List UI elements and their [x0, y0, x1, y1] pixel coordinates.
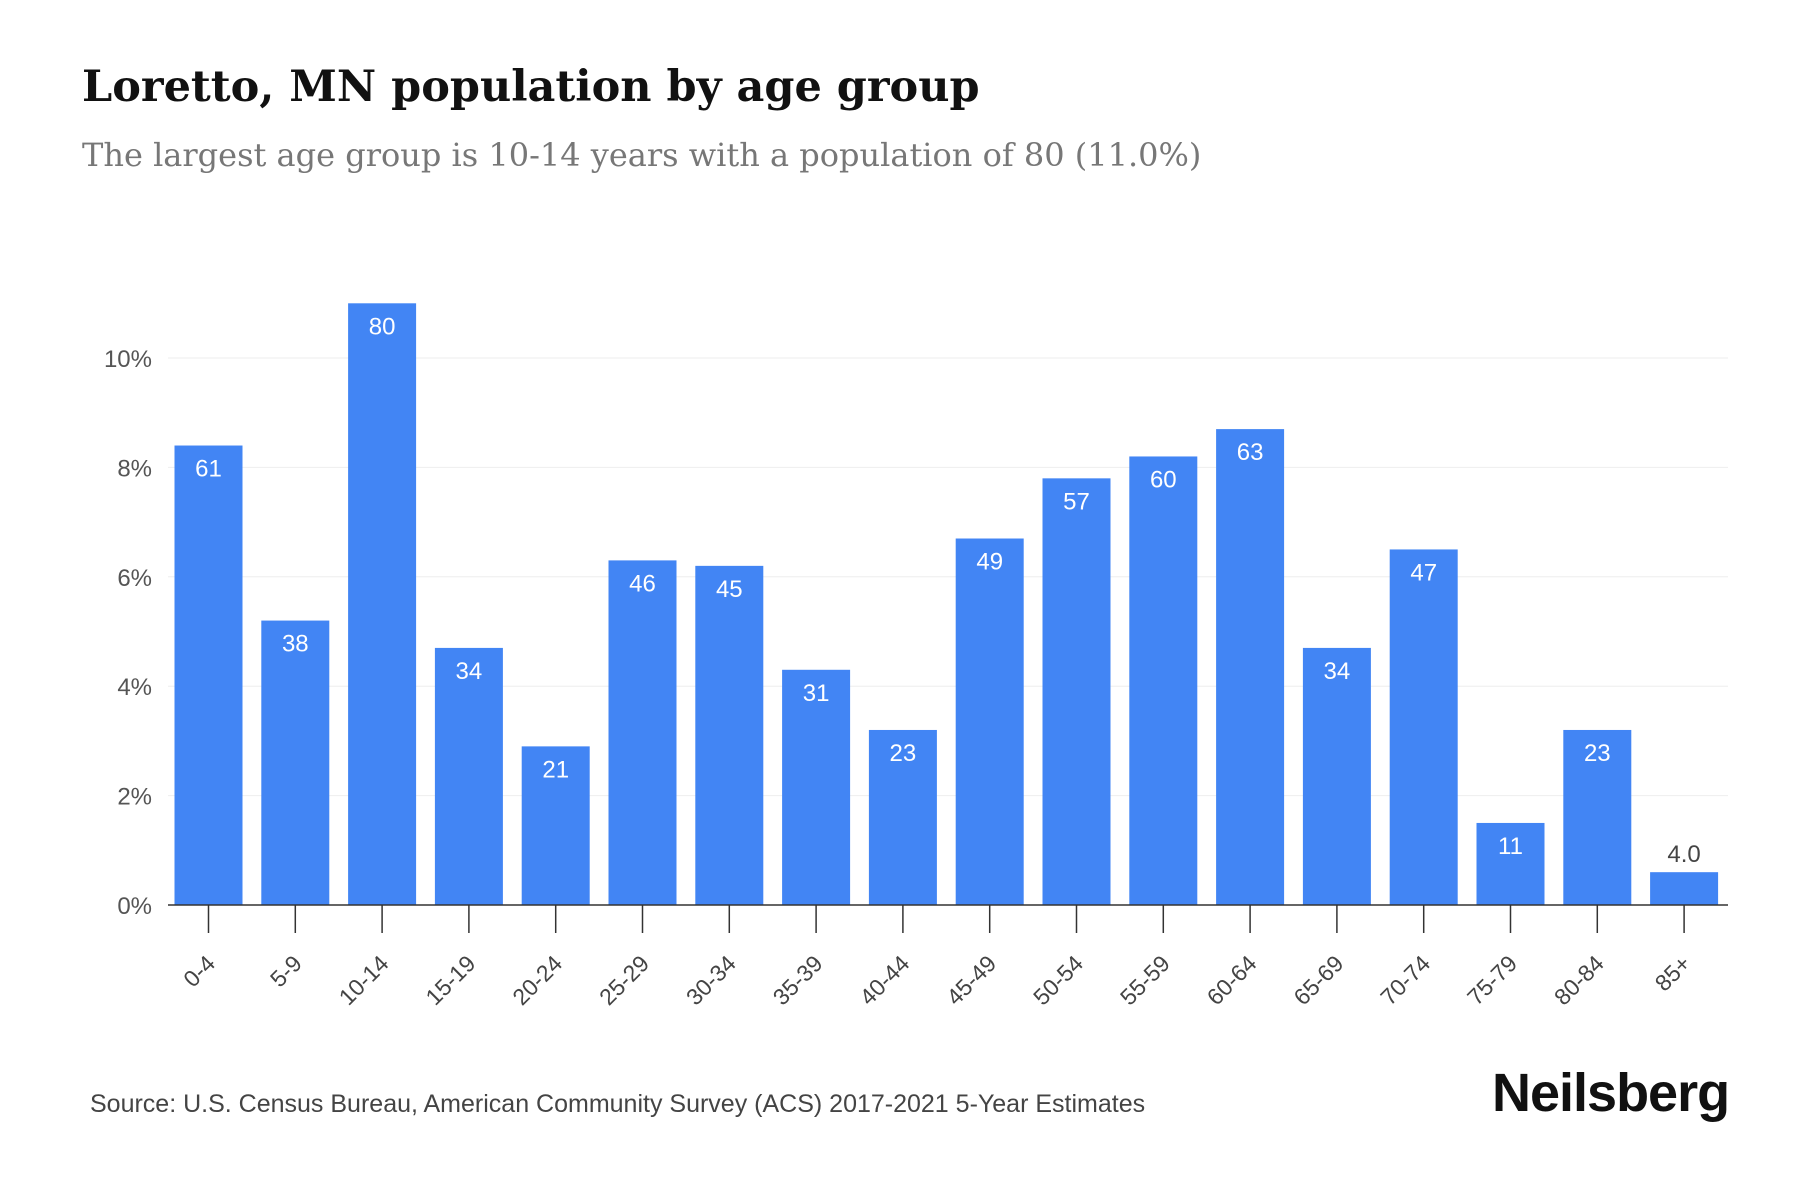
bar-value-label: 45 [716, 576, 743, 603]
bar-value-label: 34 [1324, 658, 1351, 685]
x-tick-label: 60-64 [1202, 950, 1262, 1010]
bar-value-label: 60 [1150, 466, 1177, 493]
x-tick-label: 55-59 [1115, 950, 1175, 1010]
x-tick-label: 45-49 [941, 950, 1001, 1010]
x-tick-label: 35-39 [768, 950, 828, 1010]
bars [174, 303, 1719, 905]
bar-value-label: 80 [369, 313, 396, 340]
x-tick-label: 20-24 [507, 950, 567, 1010]
bar-85+[interactable] [1650, 872, 1719, 905]
x-tick-label: 40-44 [854, 950, 914, 1010]
bar-50-54[interactable] [1042, 478, 1111, 905]
bar-80-84[interactable] [1563, 729, 1632, 905]
bar-0-4[interactable] [174, 445, 243, 905]
bar-65-69[interactable] [1302, 647, 1371, 905]
y-tick-label: 8% [117, 455, 152, 482]
x-tick-label: 30-34 [681, 950, 741, 1010]
y-tick-label: 0% [117, 893, 152, 920]
chart-title: Loretto, MN population by age group [82, 62, 980, 112]
bar-value-label: 63 [1237, 439, 1264, 466]
x-axis [168, 904, 1728, 933]
bar-60-64[interactable] [1216, 429, 1285, 905]
x-tick-label: 10-14 [334, 950, 394, 1010]
x-tick-label: 25-29 [594, 950, 654, 1010]
bar-value-label: 23 [1584, 740, 1611, 767]
bar-40-44[interactable] [868, 729, 937, 905]
gridlines [168, 357, 1728, 797]
source-note: Source: U.S. Census Bureau, American Com… [90, 1090, 1146, 1118]
bar-value-label: 11 [1498, 833, 1523, 860]
bar-15-19[interactable] [434, 647, 503, 905]
bar-55-59[interactable] [1129, 456, 1198, 905]
bar-value-label: 61 [195, 456, 222, 483]
bar-5-9[interactable] [261, 620, 330, 905]
y-tick-label: 2% [117, 784, 152, 811]
bar-value-label: 46 [629, 570, 656, 597]
y-tick-label: 4% [117, 674, 152, 701]
bar-value-label: 38 [282, 631, 309, 658]
bar-value-label: 57 [1063, 488, 1090, 515]
bar-25-29[interactable] [608, 560, 677, 905]
y-tick-label: 10% [104, 346, 152, 373]
x-tick-label: 50-54 [1028, 950, 1088, 1010]
bar-75-79[interactable] [1476, 822, 1545, 905]
bar-30-34[interactable] [695, 565, 764, 905]
bar-value-label: 31 [803, 680, 830, 707]
bar-value-label: 47 [1410, 559, 1437, 586]
bar-value-label: 34 [456, 658, 483, 685]
x-tick-label: 70-74 [1375, 950, 1435, 1010]
bar-value-label: 23 [890, 740, 917, 767]
bar-35-39[interactable] [782, 669, 851, 905]
bar-45-49[interactable] [955, 538, 1024, 905]
bar-value-label: 49 [976, 549, 1003, 576]
bar-value-label: 4.0 [1667, 841, 1700, 868]
x-tick-label: 80-84 [1549, 950, 1609, 1010]
x-tick-label: 15-19 [420, 950, 480, 1010]
bar-value-label: 21 [542, 756, 569, 783]
x-tick-label: 75-79 [1462, 950, 1522, 1010]
x-tick-label: 65-69 [1288, 950, 1348, 1010]
bar-20-24[interactable] [521, 746, 590, 905]
y-tick-label: 6% [117, 565, 152, 592]
chart-subtitle: The largest age group is 10-14 years wit… [82, 136, 1202, 174]
x-tick-label: 0-4 [178, 950, 220, 992]
bar-10-14[interactable] [348, 303, 417, 905]
bar-70-74[interactable] [1389, 549, 1458, 905]
x-tick-label: 5-9 [265, 950, 307, 992]
x-tick-label: 85+ [1650, 950, 1696, 996]
brand-logo[interactable]: Neilsberg [1492, 1063, 1730, 1123]
